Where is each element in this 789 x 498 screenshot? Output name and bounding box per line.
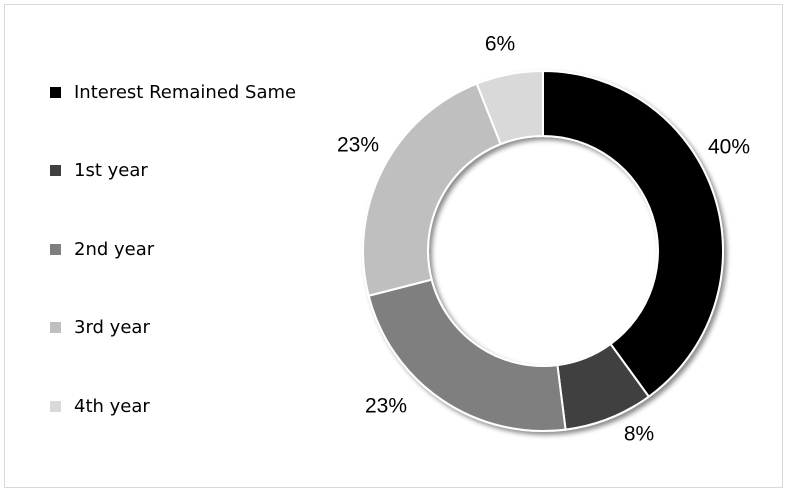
legend-swatch [50, 321, 61, 333]
data-label-3rd-year: 23% [337, 134, 379, 157]
donut-slice-3rd-year [362, 82, 502, 297]
legend-swatch [50, 86, 61, 98]
legend-swatch [50, 243, 61, 255]
data-label-4th-year: 6% [485, 33, 515, 56]
donut-slice-2nd-year [367, 278, 567, 432]
donut-slice-interest-remained-same [542, 69, 724, 399]
legend-label: 3rd year [74, 316, 150, 338]
legend-swatch [50, 164, 61, 176]
legend-label: Interest Remained Same [74, 81, 297, 103]
data-label-interest-remained-same: 40% [708, 136, 750, 159]
legend-item-2nd-year: 2nd year [50, 237, 154, 261]
legend-label: 1st year [74, 159, 148, 181]
data-label-1st-year: 8% [624, 423, 654, 446]
legend-item-1st-year: 1st year [50, 158, 148, 182]
legend-item-4th-year: 4th year [50, 394, 150, 418]
data-label-2nd-year: 23% [365, 395, 407, 418]
legend-item-interest-remained-same: Interest Remained Same [50, 80, 296, 104]
legend-swatch [50, 400, 61, 412]
legend-label: 2nd year [74, 238, 155, 260]
donut-slice-4th-year [475, 69, 544, 146]
legend-label: 4th year [74, 395, 150, 417]
legend-item-3rd-year: 3rd year [50, 315, 150, 339]
